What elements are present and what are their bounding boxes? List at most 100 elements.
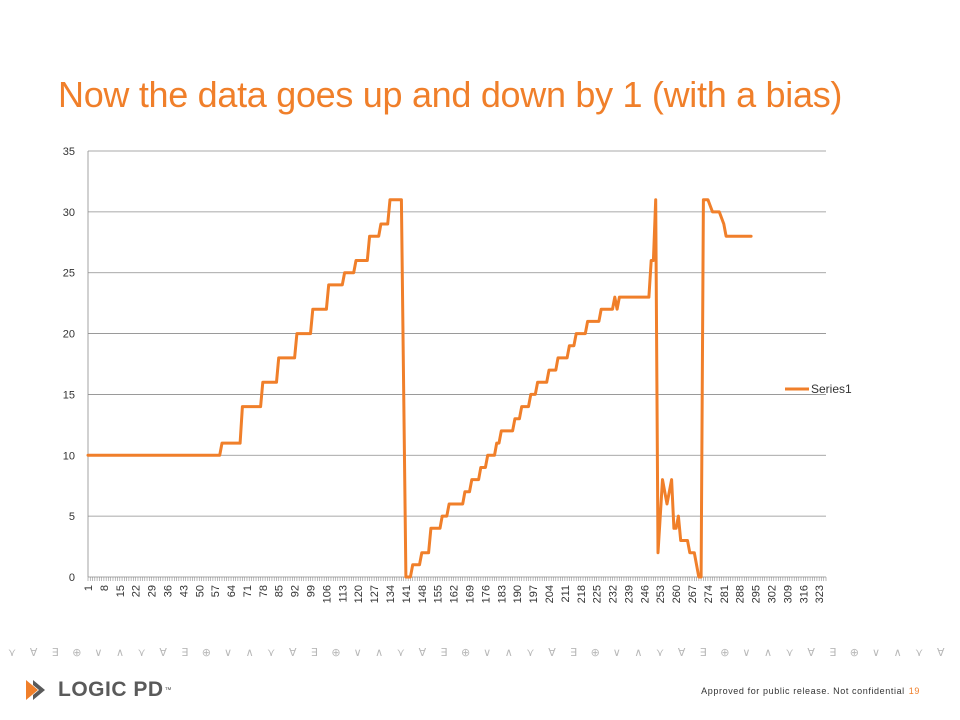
symbol-glyph: ⋎	[267, 646, 275, 659]
symbol-glyph: ⋎	[526, 646, 534, 659]
symbol-glyph: ∀	[30, 646, 38, 659]
slide-title: Now the data goes up and down by 1 (with…	[58, 74, 843, 115]
symbol-glyph: ∀	[548, 646, 556, 659]
symbol-glyph: ∨	[483, 646, 491, 659]
symbol-glyph: ∨	[94, 646, 102, 659]
x-tick-label: 211	[560, 585, 572, 603]
x-axis-tick-labels: 1 8 15 22 29 36 43 50 57 64 71 78 85 92 99 106 113 120 127…	[83, 585, 826, 603]
x-tick-label: 15	[115, 585, 127, 597]
symbol-glyph: ∧	[116, 646, 124, 659]
x-tick-label: 197	[528, 585, 540, 603]
series-line	[86, 198, 753, 579]
x-tick-label: 204	[544, 585, 556, 603]
x-tick-label: 316	[798, 585, 810, 603]
y-tick-label: 35	[63, 146, 75, 158]
symbol-glyph: ∧	[764, 646, 772, 659]
symbol-glyph: ∨	[742, 646, 750, 659]
x-tick-label: 92	[290, 585, 302, 597]
symbol-glyph: ∀	[937, 646, 945, 659]
y-tick-label: 15	[63, 389, 75, 401]
symbol-glyph: ∧	[894, 646, 902, 659]
symbol-glyph: ∀	[419, 646, 427, 659]
symbol-glyph: ∃	[311, 646, 318, 659]
symbol-glyph: ⋎	[397, 646, 405, 659]
x-tick-label: 29	[147, 585, 159, 597]
gridlines	[88, 150, 826, 517]
y-tick-label: 30	[63, 207, 75, 219]
x-tick-label: 155	[433, 585, 445, 603]
x-tick-label: 176	[480, 585, 492, 603]
x-tick-label: 113	[337, 585, 349, 603]
symbol-glyph: ∀	[807, 646, 815, 659]
x-tick-label: 246	[639, 585, 651, 603]
x-tick-label: 239	[623, 585, 635, 603]
x-tick-label: 43	[178, 585, 190, 597]
symbol-glyph: ∨	[354, 646, 362, 659]
line-chart: 0 5 10 15 20 25 30 35 1 8 15 22 29 36 43 50 57 64 71 78 85 9…	[63, 146, 852, 603]
y-tick-label: 0	[69, 572, 75, 584]
x-tick-label: 260	[671, 585, 683, 603]
x-tick-label: 288	[735, 585, 747, 603]
symbol-glyph: ∃	[829, 646, 836, 659]
x-tick-label: 120	[353, 585, 365, 603]
symbol-glyph: ⊕	[461, 646, 470, 659]
symbol-glyph: ⊕	[591, 646, 600, 659]
symbol-glyph: ⊕	[72, 646, 81, 659]
symbol-glyph: ∃	[52, 646, 59, 659]
x-tick-label: 50	[194, 585, 206, 597]
x-tick-label: 85	[274, 585, 286, 597]
x-tick-label: 8	[99, 585, 111, 591]
symbol-glyph: ∃	[441, 646, 448, 659]
symbol-glyph: ∧	[634, 646, 642, 659]
x-tick-label: 22	[131, 585, 143, 597]
symbol-glyph: ⋎	[8, 646, 16, 659]
symbol-glyph: ∃	[570, 646, 577, 659]
x-tick-label: 309	[782, 585, 794, 603]
footer-disclaimer: Approved for public release. Not confide…	[701, 686, 905, 696]
symbol-glyph: ∨	[613, 646, 621, 659]
symbol-glyph: ⋎	[656, 646, 664, 659]
symbol-glyph: ∧	[375, 646, 383, 659]
x-tick-label: 323	[814, 585, 826, 603]
x-tick-label: 190	[512, 585, 524, 603]
x-tick-label: 218	[576, 585, 588, 603]
legend-label: Series1	[811, 382, 852, 396]
symbol-glyph: ⊕	[850, 646, 859, 659]
symbol-glyph: ∀	[678, 646, 686, 659]
symbol-glyph: ∀	[159, 646, 167, 659]
symbol-glyph: ⊕	[331, 646, 340, 659]
x-tick-label: 78	[258, 585, 270, 597]
x-tick-label: 281	[719, 585, 731, 603]
logo-trademark: ™	[164, 686, 172, 694]
x-tick-label: 106	[321, 585, 333, 603]
x-tick-label: 141	[401, 585, 413, 603]
symbol-glyph: ∀	[289, 646, 297, 659]
y-tick-label: 25	[63, 268, 75, 280]
x-tick-label: 267	[687, 585, 699, 603]
x-tick-label: 1	[83, 585, 95, 591]
y-tick-label: 10	[63, 450, 75, 462]
symbol-glyph: ∃	[700, 646, 707, 659]
symbol-glyph: ⊕	[720, 646, 729, 659]
page-number: 19	[908, 686, 920, 696]
series-lines	[86, 198, 753, 579]
x-tick-label: 99	[306, 585, 318, 597]
symbol-glyph: ⋎	[138, 646, 146, 659]
y-tick-label: 20	[63, 329, 75, 341]
y-axis-tick-labels: 0 5 10 15 20 25 30 35	[63, 146, 75, 584]
x-tick-label: 162	[449, 585, 461, 603]
x-tick-label: 71	[242, 585, 254, 597]
decorative-symbol-strip: ⋎ ∀ ∃ ⊕ ∨ ∧ ⋎ ∀ ∃ ⊕ ∨ ∧ ⋎ ∀ ∃ ⊕ ∨ ∧ ⋎ ∀ ∃ ⊕ ∨ ∧ ⋎ ∀ ∃ ⊕ ∨ ∧ ⋎ ∀ ∃ ⊕ ∨ ∧ ⋎ ∀ ∃ ⊕…	[8, 646, 945, 659]
y-tick-label: 5	[69, 511, 75, 523]
x-tick-label: 295	[751, 585, 763, 603]
logo-mark-icon	[26, 680, 45, 700]
x-tick-label: 253	[655, 585, 667, 603]
x-tick-label: 64	[226, 585, 238, 597]
symbol-glyph: ∨	[224, 646, 232, 659]
x-tick-label: 36	[162, 585, 174, 597]
symbol-glyph: ∧	[505, 646, 513, 659]
x-tick-label: 169	[464, 585, 476, 603]
x-tick-label: 302	[767, 585, 779, 603]
symbol-glyph: ∧	[246, 646, 254, 659]
axes	[87, 151, 827, 581]
